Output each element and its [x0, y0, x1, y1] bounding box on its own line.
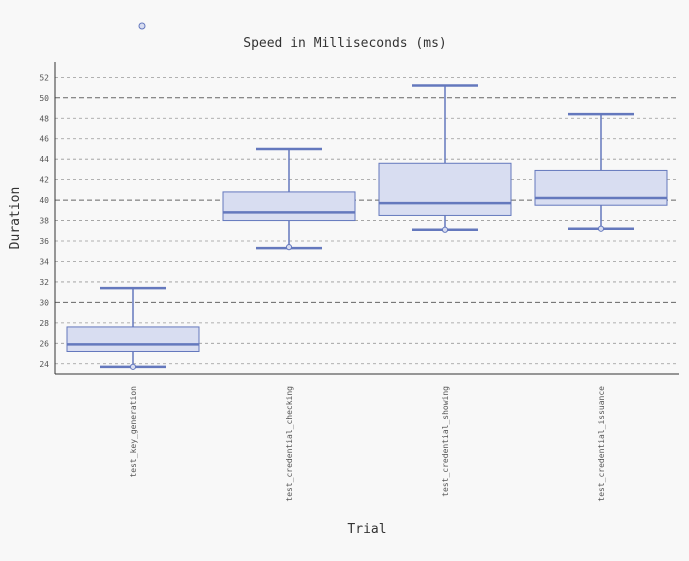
- box-iqr: [534, 169, 668, 206]
- box-series: [66, 84, 668, 370]
- x-tick-labels: test_key_generation test_credential_check…: [129, 386, 606, 502]
- outlier-point: [441, 226, 449, 233]
- y-tick-label: 36: [39, 237, 49, 246]
- y-tick-labels: 24 26 28 30 32 34 36 38 40 42 44 46 48 50 52: [39, 73, 49, 368]
- y-tick-label: 34: [39, 257, 49, 266]
- y-tick-label: 30: [39, 298, 49, 307]
- y-tick-label: 46: [39, 135, 49, 144]
- y-tick-label: 28: [39, 319, 49, 328]
- y-axis-label: Duration: [8, 187, 23, 250]
- y-tick-label: 32: [39, 278, 49, 287]
- y-tick-label: 42: [39, 176, 49, 185]
- box-test_credential_issuance: [534, 112, 668, 232]
- box-test_credential_showing: [378, 84, 512, 233]
- chart-title: Speed in Milliseconds (ms): [243, 36, 447, 51]
- x-tick-label: test_credential_showing: [441, 386, 450, 497]
- y-tick-label: 38: [39, 217, 49, 226]
- y-tick-label: 24: [39, 360, 49, 369]
- y-tick-label: 52: [39, 73, 49, 82]
- y-tick-label: 26: [39, 339, 49, 348]
- axes: [54, 62, 679, 375]
- x-axis-label: Trial: [347, 522, 386, 537]
- box-iqr: [66, 326, 200, 352]
- y-tick-label: 48: [39, 114, 49, 123]
- box-iqr: [222, 191, 356, 222]
- y-tick-label: 44: [39, 155, 49, 164]
- legend-marker[interactable]: [138, 22, 146, 30]
- y-tick-label: 40: [39, 196, 49, 205]
- box-iqr: [378, 162, 512, 216]
- outlier-point: [129, 363, 137, 370]
- grid-lines: [55, 76, 679, 365]
- outlier-point: [597, 225, 605, 232]
- outlier-point: [285, 244, 293, 251]
- y-tick-label: 50: [39, 94, 49, 103]
- box-test_credential_checking: [222, 147, 356, 251]
- x-tick-label: test_credential_issuance: [597, 386, 606, 502]
- x-tick-label: test_key_generation: [129, 386, 138, 478]
- box-test_key_generation: [66, 286, 200, 370]
- x-tick-label: test_credential_checking: [285, 386, 294, 502]
